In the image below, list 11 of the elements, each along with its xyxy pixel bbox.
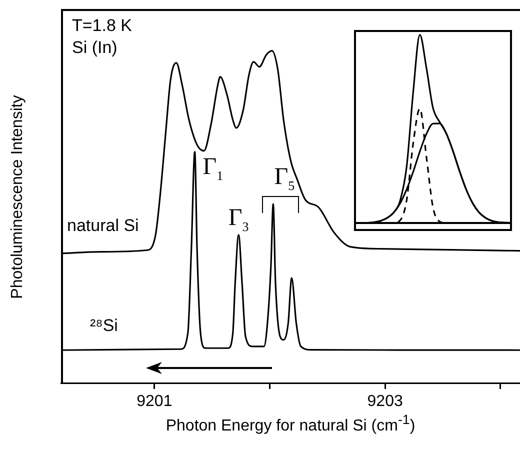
- text: T=1.8 K: [72, 16, 132, 36]
- annotation: Γ$_{3}$: [228, 204, 249, 235]
- y-axis-title: Photoluminescence Intensity: [9, 94, 27, 298]
- annotation: Si (In): [72, 38, 118, 58]
- x-axis-title: Photon Energy for natural Si (cm$^{-1}$): [166, 412, 416, 436]
- series-label: natural Si: [67, 216, 139, 236]
- annotation: Γ$_{5}$: [274, 164, 295, 194]
- x-tick-label: 9201: [136, 393, 172, 410]
- x-tick-label: 9203: [367, 393, 403, 410]
- annotation: Γ$_{1}$: [202, 154, 224, 184]
- series-label: ²⁸Si: [90, 316, 118, 336]
